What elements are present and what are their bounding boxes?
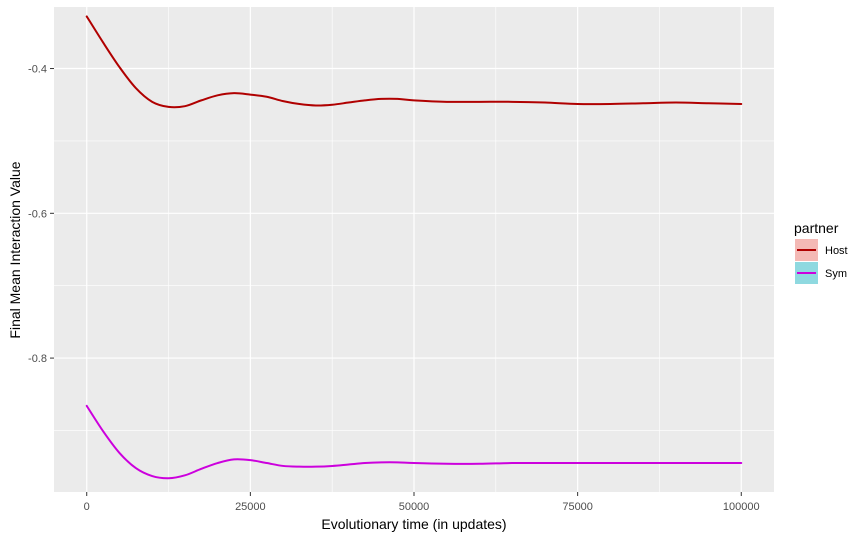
y-tick-label: -0.4 <box>28 64 47 76</box>
x-tick-label: 75000 <box>562 501 593 513</box>
x-tick-label: 100000 <box>723 501 760 513</box>
y-axis-title: Final Mean Interaction Value <box>7 161 23 338</box>
legend-item-sym: Sym <box>795 262 847 284</box>
x-tick-label: 0 <box>84 501 90 513</box>
legend-label: Host <box>825 245 848 257</box>
x-tick-label: 50000 <box>399 501 430 513</box>
x-tick-label: 25000 <box>235 501 266 513</box>
x-axis-title: Evolutionary time (in updates) <box>321 516 506 532</box>
y-tick-label: -0.8 <box>28 353 47 365</box>
legend-title: partner <box>794 220 839 236</box>
major-gridlines <box>54 7 774 492</box>
legend-label: Sym <box>825 268 847 280</box>
series-line-sym <box>85 404 743 480</box>
x-axis: 0 25000 50000 75000 100000 <box>84 492 760 513</box>
series-lines <box>85 15 743 480</box>
y-axis: -0.4 -0.6 -0.8 <box>28 64 54 365</box>
legend-item-host: Host <box>795 239 848 261</box>
y-tick-label: -0.6 <box>28 208 47 220</box>
series-line-host <box>85 15 743 109</box>
legend: partner Host Sym <box>794 220 848 284</box>
